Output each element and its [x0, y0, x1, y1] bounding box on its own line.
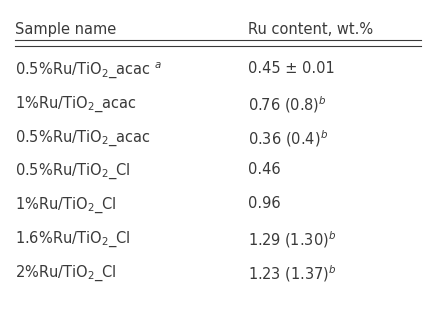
Text: 0.76 (0.8)$^b$: 0.76 (0.8)$^b$: [248, 95, 327, 115]
Text: 1%Ru/TiO$_2$_Cl: 1%Ru/TiO$_2$_Cl: [15, 196, 117, 215]
Text: 2%Ru/TiO$_2$_Cl: 2%Ru/TiO$_2$_Cl: [15, 263, 117, 283]
Text: 0.5%Ru/TiO$_2$_Cl: 0.5%Ru/TiO$_2$_Cl: [15, 162, 131, 181]
Text: 0.5%Ru/TiO$_2$_acac $^a$: 0.5%Ru/TiO$_2$_acac $^a$: [15, 60, 162, 81]
Text: 0.46: 0.46: [248, 162, 280, 177]
Text: 1.6%Ru/TiO$_2$_Cl: 1.6%Ru/TiO$_2$_Cl: [15, 230, 131, 249]
Text: 1%Ru/TiO$_2$_acac: 1%Ru/TiO$_2$_acac: [15, 95, 137, 114]
Text: 1.29 (1.30)$^b$: 1.29 (1.30)$^b$: [248, 230, 336, 250]
Text: 0.36 (0.4)$^b$: 0.36 (0.4)$^b$: [248, 128, 328, 149]
Text: Sample name: Sample name: [15, 22, 117, 37]
Text: Ru content, wt.%: Ru content, wt.%: [248, 22, 373, 37]
Text: 1.23 (1.37)$^b$: 1.23 (1.37)$^b$: [248, 263, 336, 284]
Text: 0.45 ± 0.01: 0.45 ± 0.01: [248, 60, 335, 76]
Text: 0.5%Ru/TiO$_2$_acac: 0.5%Ru/TiO$_2$_acac: [15, 128, 151, 147]
Text: 0.96: 0.96: [248, 196, 280, 211]
